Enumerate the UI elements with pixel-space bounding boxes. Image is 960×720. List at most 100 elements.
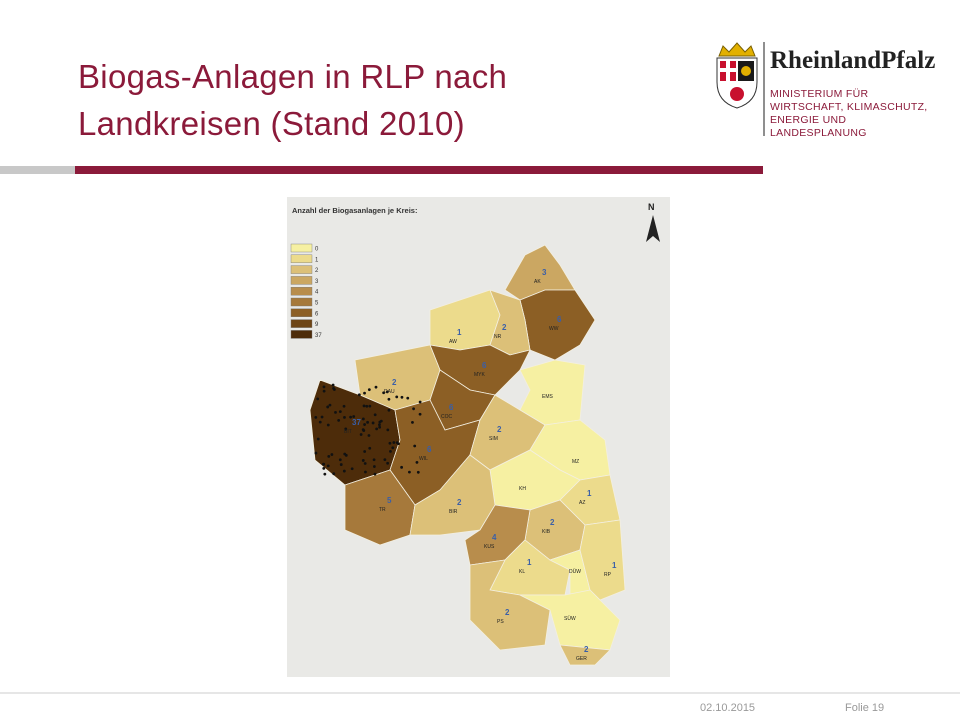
legend-swatch bbox=[290, 330, 313, 339]
legend-swatch bbox=[290, 287, 313, 296]
district-code: MYK bbox=[474, 372, 486, 378]
plant-dot bbox=[350, 467, 354, 471]
district bbox=[519, 359, 586, 426]
district-code: NR bbox=[494, 334, 502, 340]
plant-dot bbox=[416, 470, 420, 474]
plant-dot bbox=[331, 383, 335, 387]
district-code: RP bbox=[604, 572, 612, 578]
legend-swatch bbox=[290, 254, 313, 264]
district bbox=[559, 644, 611, 666]
district-code: AZ bbox=[579, 500, 585, 506]
plant-dot bbox=[418, 400, 422, 404]
district-code: KL bbox=[519, 569, 525, 575]
district-code: PS bbox=[497, 619, 504, 625]
plant-dot bbox=[316, 437, 320, 441]
rule-red bbox=[75, 166, 763, 174]
plant-dot bbox=[338, 410, 342, 414]
district-code: BIT bbox=[344, 429, 352, 435]
footer-slide: Folie 19 bbox=[845, 702, 884, 714]
district-count: 2 bbox=[392, 378, 397, 387]
legend-label: 37 bbox=[315, 333, 322, 339]
district-count: 1 bbox=[612, 561, 617, 570]
district-code: DAU bbox=[384, 389, 395, 395]
district-code: AW bbox=[449, 339, 457, 345]
legend: 0 1 2 3 4 5 6 9 37 bbox=[290, 243, 322, 339]
plant-dot bbox=[322, 385, 326, 389]
plant-dot bbox=[343, 415, 346, 419]
district-code: WW bbox=[549, 326, 559, 332]
district-count: 1 bbox=[527, 558, 532, 567]
plant-dot bbox=[363, 391, 366, 395]
plant-dot bbox=[361, 428, 365, 432]
district-code: DÜW bbox=[569, 568, 581, 575]
district-code: COC bbox=[441, 414, 453, 420]
plant-dot bbox=[322, 462, 325, 466]
plant-dot bbox=[332, 386, 335, 390]
title-line: Biogas-Anlagen in RLP nach bbox=[78, 58, 507, 95]
plant-dot bbox=[367, 434, 371, 437]
legend-label: 0 bbox=[315, 247, 319, 253]
plant-dot bbox=[372, 458, 376, 462]
plant-dot bbox=[326, 423, 330, 427]
plant-dot bbox=[363, 450, 367, 453]
plant-dot bbox=[391, 446, 395, 450]
plant-dot bbox=[318, 420, 322, 424]
plant-dot bbox=[400, 395, 404, 399]
plant-dot bbox=[332, 472, 336, 476]
legend-swatch bbox=[290, 243, 313, 253]
plant-dot bbox=[334, 410, 337, 414]
plant-dot bbox=[344, 427, 348, 431]
plant-dot bbox=[316, 397, 320, 401]
plant-dot bbox=[343, 452, 347, 456]
plant-dot bbox=[326, 405, 330, 409]
legend-label: 2 bbox=[315, 268, 319, 274]
plant-dot bbox=[357, 393, 361, 397]
district-count: 1 bbox=[587, 489, 592, 498]
district-count: 3 bbox=[542, 268, 547, 277]
plant-dot bbox=[361, 417, 365, 421]
plant-dot bbox=[361, 459, 365, 462]
plant-dot bbox=[337, 419, 341, 422]
legend-swatch bbox=[290, 297, 313, 307]
plant-dot bbox=[330, 453, 334, 456]
district-code: SÜW bbox=[564, 615, 576, 622]
plant-dot bbox=[389, 449, 392, 453]
plant-dot bbox=[327, 454, 331, 458]
district bbox=[519, 589, 621, 651]
plant-dot bbox=[362, 404, 366, 408]
plant-dot bbox=[365, 404, 369, 408]
logo-name: RheinlandPfalz bbox=[770, 47, 935, 74]
plant-dot bbox=[338, 458, 342, 462]
plant-dot bbox=[363, 423, 366, 426]
plant-dot bbox=[386, 461, 390, 465]
plant-dot bbox=[383, 458, 387, 462]
legend-label: 6 bbox=[315, 311, 319, 317]
district-count: 6 bbox=[449, 403, 454, 412]
legend-label: 4 bbox=[315, 290, 319, 296]
north-arrow bbox=[646, 215, 660, 242]
district-code: SIM bbox=[489, 436, 498, 442]
plant-dot bbox=[359, 433, 363, 436]
legend-label: 3 bbox=[315, 279, 319, 285]
plant-dot bbox=[323, 472, 327, 476]
district-count: 6 bbox=[427, 445, 432, 454]
plant-dot bbox=[368, 446, 372, 450]
district-count: 4 bbox=[492, 533, 497, 542]
legend-label: 1 bbox=[315, 257, 319, 263]
plant-dot bbox=[412, 407, 415, 411]
plant-dot bbox=[366, 420, 369, 424]
plant-dot bbox=[388, 441, 392, 445]
plant-dot bbox=[373, 472, 377, 476]
plant-dot bbox=[378, 423, 381, 427]
plant-dot bbox=[368, 404, 372, 408]
legend-swatch bbox=[290, 308, 313, 317]
district-count: 2 bbox=[505, 608, 510, 617]
plant-dot bbox=[342, 469, 346, 473]
plant-dot bbox=[411, 421, 414, 424]
plant-dot bbox=[373, 413, 377, 417]
district-count: 37 bbox=[352, 418, 361, 427]
plant-dot bbox=[375, 427, 379, 431]
plant-dot bbox=[387, 397, 391, 401]
